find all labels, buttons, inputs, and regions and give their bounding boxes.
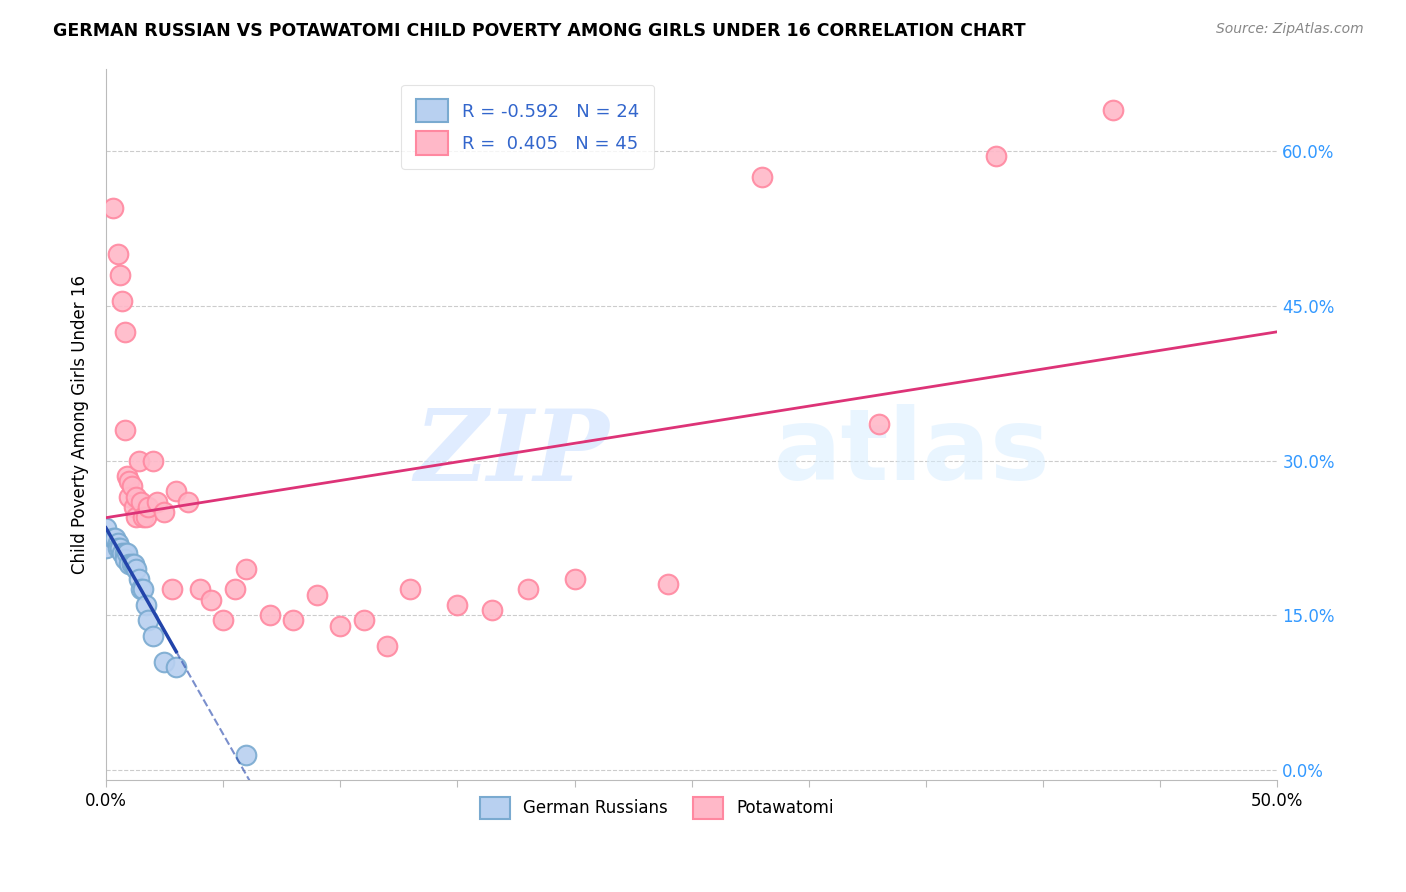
Point xyxy=(224,582,246,597)
Point xyxy=(125,562,148,576)
Point xyxy=(115,469,138,483)
Point xyxy=(111,546,134,560)
Point xyxy=(128,572,150,586)
Point xyxy=(111,293,134,308)
Legend: German Russians, Potawatomi: German Russians, Potawatomi xyxy=(472,790,841,825)
Point xyxy=(657,577,679,591)
Point xyxy=(107,541,129,556)
Point xyxy=(153,655,176,669)
Text: atlas: atlas xyxy=(773,404,1050,501)
Point xyxy=(283,614,305,628)
Point xyxy=(132,582,155,597)
Point xyxy=(235,562,257,576)
Point xyxy=(115,546,138,560)
Point xyxy=(153,505,176,519)
Point xyxy=(129,495,152,509)
Point xyxy=(375,639,398,653)
Point xyxy=(259,608,281,623)
Y-axis label: Child Poverty Among Girls Under 16: Child Poverty Among Girls Under 16 xyxy=(72,275,89,574)
Text: Source: ZipAtlas.com: Source: ZipAtlas.com xyxy=(1216,22,1364,37)
Point xyxy=(121,479,143,493)
Point xyxy=(118,474,141,488)
Point xyxy=(446,598,468,612)
Point xyxy=(160,582,183,597)
Point xyxy=(132,510,155,524)
Point xyxy=(118,490,141,504)
Point xyxy=(121,557,143,571)
Point xyxy=(114,325,136,339)
Point xyxy=(165,660,187,674)
Point xyxy=(751,169,773,184)
Point xyxy=(108,541,131,556)
Point xyxy=(94,541,117,556)
Point xyxy=(1102,103,1125,117)
Point xyxy=(135,510,157,524)
Point xyxy=(94,520,117,534)
Point xyxy=(516,582,538,597)
Point xyxy=(101,531,124,545)
Point xyxy=(481,603,503,617)
Point xyxy=(986,149,1008,163)
Text: GERMAN RUSSIAN VS POTAWATOMI CHILD POVERTY AMONG GIRLS UNDER 16 CORRELATION CHAR: GERMAN RUSSIAN VS POTAWATOMI CHILD POVER… xyxy=(53,22,1026,40)
Point xyxy=(165,484,187,499)
Point xyxy=(353,614,375,628)
Text: ZIP: ZIP xyxy=(415,405,610,501)
Point xyxy=(128,453,150,467)
Point xyxy=(107,247,129,261)
Point xyxy=(107,536,129,550)
Point xyxy=(114,546,136,560)
Point xyxy=(125,490,148,504)
Point xyxy=(108,268,131,282)
Point xyxy=(564,572,586,586)
Point xyxy=(135,598,157,612)
Point xyxy=(136,500,159,514)
Point xyxy=(114,551,136,566)
Point xyxy=(101,201,124,215)
Point xyxy=(122,500,145,514)
Point xyxy=(129,582,152,597)
Point xyxy=(399,582,422,597)
Point xyxy=(305,588,328,602)
Point xyxy=(188,582,211,597)
Point xyxy=(125,510,148,524)
Point xyxy=(146,495,169,509)
Point xyxy=(177,495,200,509)
Point xyxy=(868,417,890,432)
Point xyxy=(136,614,159,628)
Point xyxy=(104,531,127,545)
Point xyxy=(212,614,235,628)
Point xyxy=(329,618,352,632)
Point xyxy=(142,629,165,643)
Point xyxy=(235,747,257,762)
Point xyxy=(122,557,145,571)
Point xyxy=(114,423,136,437)
Point xyxy=(118,557,141,571)
Point xyxy=(200,592,222,607)
Point xyxy=(142,453,165,467)
